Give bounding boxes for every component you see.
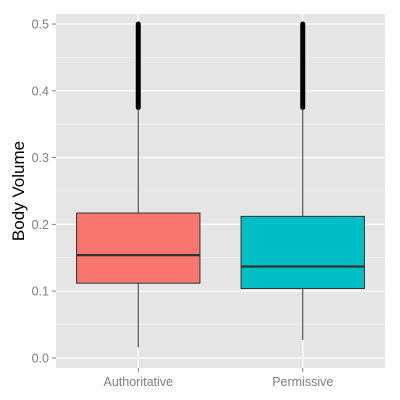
y-axis: 0.0 0.1 0.2 0.3 0.4 0.5 <box>32 18 56 365</box>
y-tick-label: 0.3 <box>32 151 49 165</box>
x-tick-label: Authoritative <box>104 375 174 389</box>
x-tick-label: Permissive <box>272 375 333 389</box>
y-axis-title: Body Volume <box>9 141 28 241</box>
box-authoritative <box>76 21 201 348</box>
box-body <box>240 215 365 290</box>
y-tick-label: 0.0 <box>32 351 49 365</box>
y-tick-label: 0.4 <box>32 84 49 98</box>
x-axis: Authoritative Permissive <box>104 368 333 389</box>
box-body <box>76 212 201 284</box>
y-tick-label: 0.2 <box>32 218 49 232</box>
boxes <box>76 21 365 348</box>
y-tick-label: 0.1 <box>32 285 49 299</box>
box-permissive <box>240 21 365 340</box>
y-tick-label: 0.5 <box>32 18 49 32</box>
